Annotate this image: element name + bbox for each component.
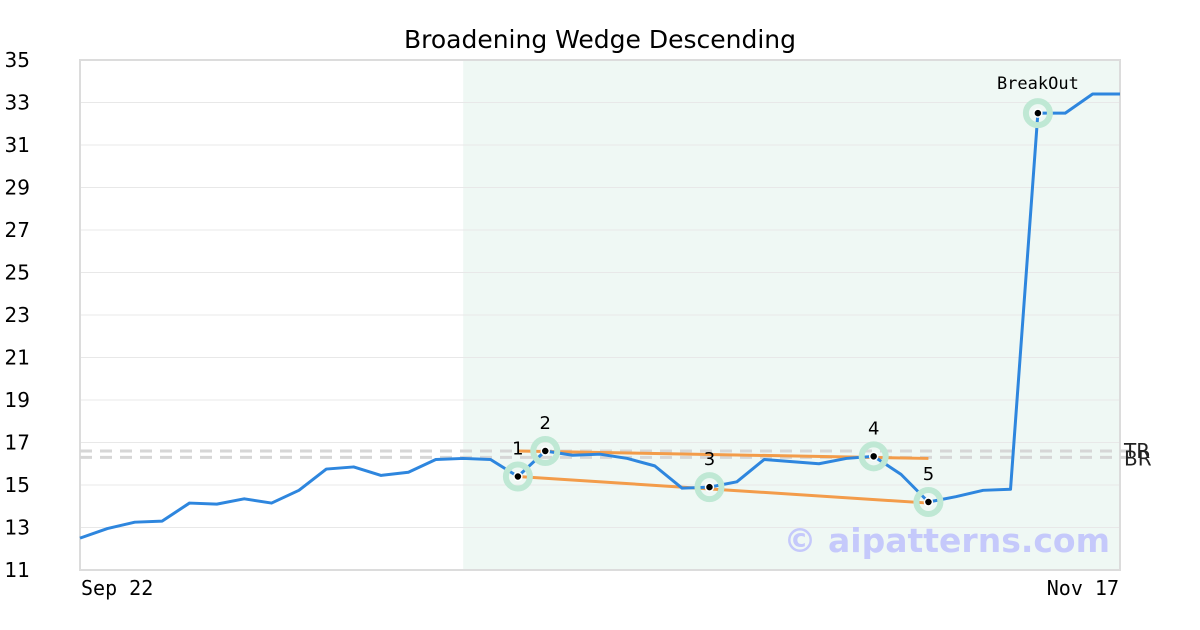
pattern-point-label: 1 <box>512 439 523 460</box>
pattern-point-label: 2 <box>540 413 551 434</box>
y-tick-label: 15 <box>5 473 30 497</box>
y-tick-label: 17 <box>5 431 30 455</box>
pattern-point-label: 3 <box>704 449 715 470</box>
pattern-point-label: 5 <box>923 464 934 485</box>
reference-label-tr: TR <box>1123 439 1150 463</box>
pattern-point-ring <box>530 436 561 466</box>
y-tick-label: 19 <box>5 388 30 412</box>
pattern-point-ring <box>694 472 725 503</box>
chart-title: Broadening Wedge Descending <box>404 25 796 54</box>
pattern-point-marker <box>704 482 715 492</box>
pattern-point-marker <box>868 451 879 462</box>
pattern-point-ring <box>913 487 944 517</box>
price-line <box>79 92 1120 540</box>
breakout-marker <box>1033 108 1043 118</box>
y-tick-label: 33 <box>5 91 30 115</box>
y-tick-label: 35 <box>5 48 30 72</box>
x-tick-label: Nov 17 <box>1047 576 1119 600</box>
y-tick-label: 27 <box>5 218 30 242</box>
y-tick-label: 31 <box>5 133 30 157</box>
pattern-point-marker <box>923 497 934 507</box>
reference-label-br: BR <box>1124 446 1152 470</box>
pattern-point-ring <box>858 441 889 472</box>
y-tick-label: 29 <box>5 176 30 200</box>
y-tick-label: 23 <box>5 303 30 327</box>
y-tick-label: 21 <box>5 346 30 370</box>
breakout-ring <box>1022 98 1053 129</box>
y-tick-label: 25 <box>5 261 30 285</box>
x-tick-label: Sep 22 <box>81 576 153 600</box>
pattern-point-marker <box>513 471 523 482</box>
pattern-point-label: 4 <box>868 418 879 439</box>
pattern-point-ring <box>502 461 533 492</box>
y-tick-label: 13 <box>5 516 30 540</box>
breakout-label: BreakOut <box>997 74 1079 94</box>
y-tick-label: 11 <box>5 558 30 582</box>
pattern-point-marker <box>540 446 551 456</box>
watermark: © aipatterns.com <box>784 521 1110 560</box>
plot-frame <box>79 59 1121 571</box>
